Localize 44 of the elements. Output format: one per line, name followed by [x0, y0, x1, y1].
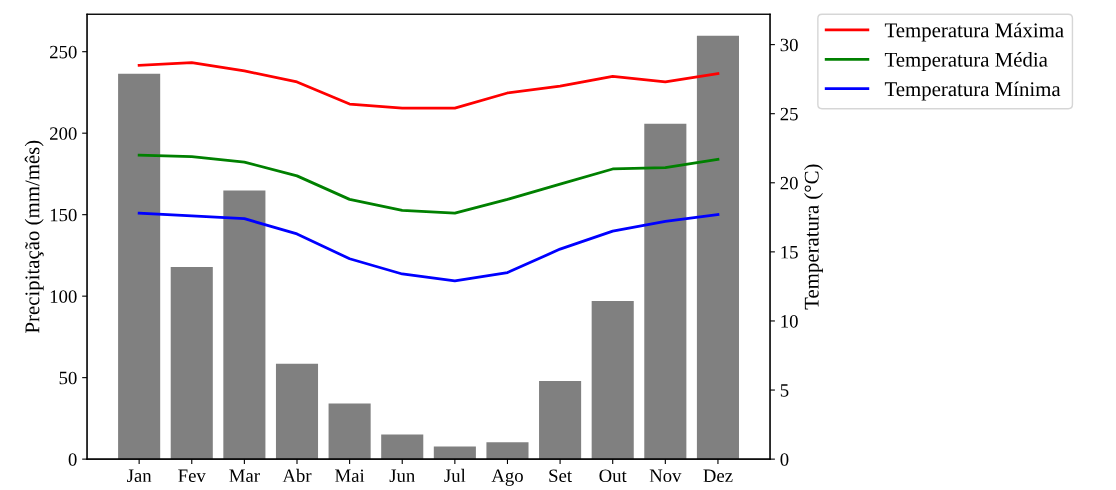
y-tick-label: 100 [50, 290, 77, 303]
x-tick-label: Jun [389, 469, 415, 483]
y2-tick-label: 25 [780, 107, 798, 121]
bar [328, 403, 371, 460]
x-tick-label: Fev [178, 469, 206, 483]
x-tick-label: Abr [282, 468, 312, 483]
x-tick-label: Ago [491, 469, 523, 486]
bar [486, 442, 529, 460]
bar [275, 363, 319, 460]
x-tick-label: Set [549, 469, 572, 483]
bar [644, 123, 687, 460]
bar [381, 434, 424, 460]
bar [696, 35, 739, 460]
legend-label: Temperatura Média [884, 52, 1048, 71]
x-tick-label: Mar [229, 469, 260, 483]
bar [118, 73, 161, 460]
line-series [137, 61, 720, 110]
y2-tick-label: 20 [780, 176, 798, 190]
y-tick-label: 50 [59, 371, 77, 385]
legend-label: Temperatura Máxima [884, 22, 1064, 42]
x-tick-label: Mai [335, 469, 365, 483]
y2-tick-label: 10 [781, 314, 798, 328]
y2-tick-label: 0 [780, 453, 789, 466]
line-series [137, 211, 720, 283]
y-tick-label: 150 [50, 208, 77, 222]
y2-tick-label: 30 [780, 38, 798, 52]
y2-axis-title: Temperatura (°C) [804, 164, 823, 310]
bar [170, 266, 213, 460]
y-tick-label: 200 [50, 127, 77, 140]
x-tick-label: Jan [127, 469, 152, 483]
line-series [137, 153, 720, 215]
legend-label: Temperatura Mínima [884, 81, 1061, 101]
bar [591, 301, 634, 460]
bar [223, 190, 266, 460]
y2-tick-label: 5 [780, 384, 789, 397]
y-axis-title: Precipitação (mm/mês) [24, 140, 44, 333]
x-tick-label: Out [599, 469, 627, 483]
y-tick-label: 250 [50, 45, 77, 59]
y2-tick-label: 15 [781, 246, 798, 259]
x-tick-label: Dez [703, 469, 733, 483]
x-tick-label: Nov [649, 469, 682, 483]
y-tick-label: 0 [68, 453, 77, 466]
x-tick-label: Jul [444, 468, 466, 483]
bar [539, 381, 582, 460]
